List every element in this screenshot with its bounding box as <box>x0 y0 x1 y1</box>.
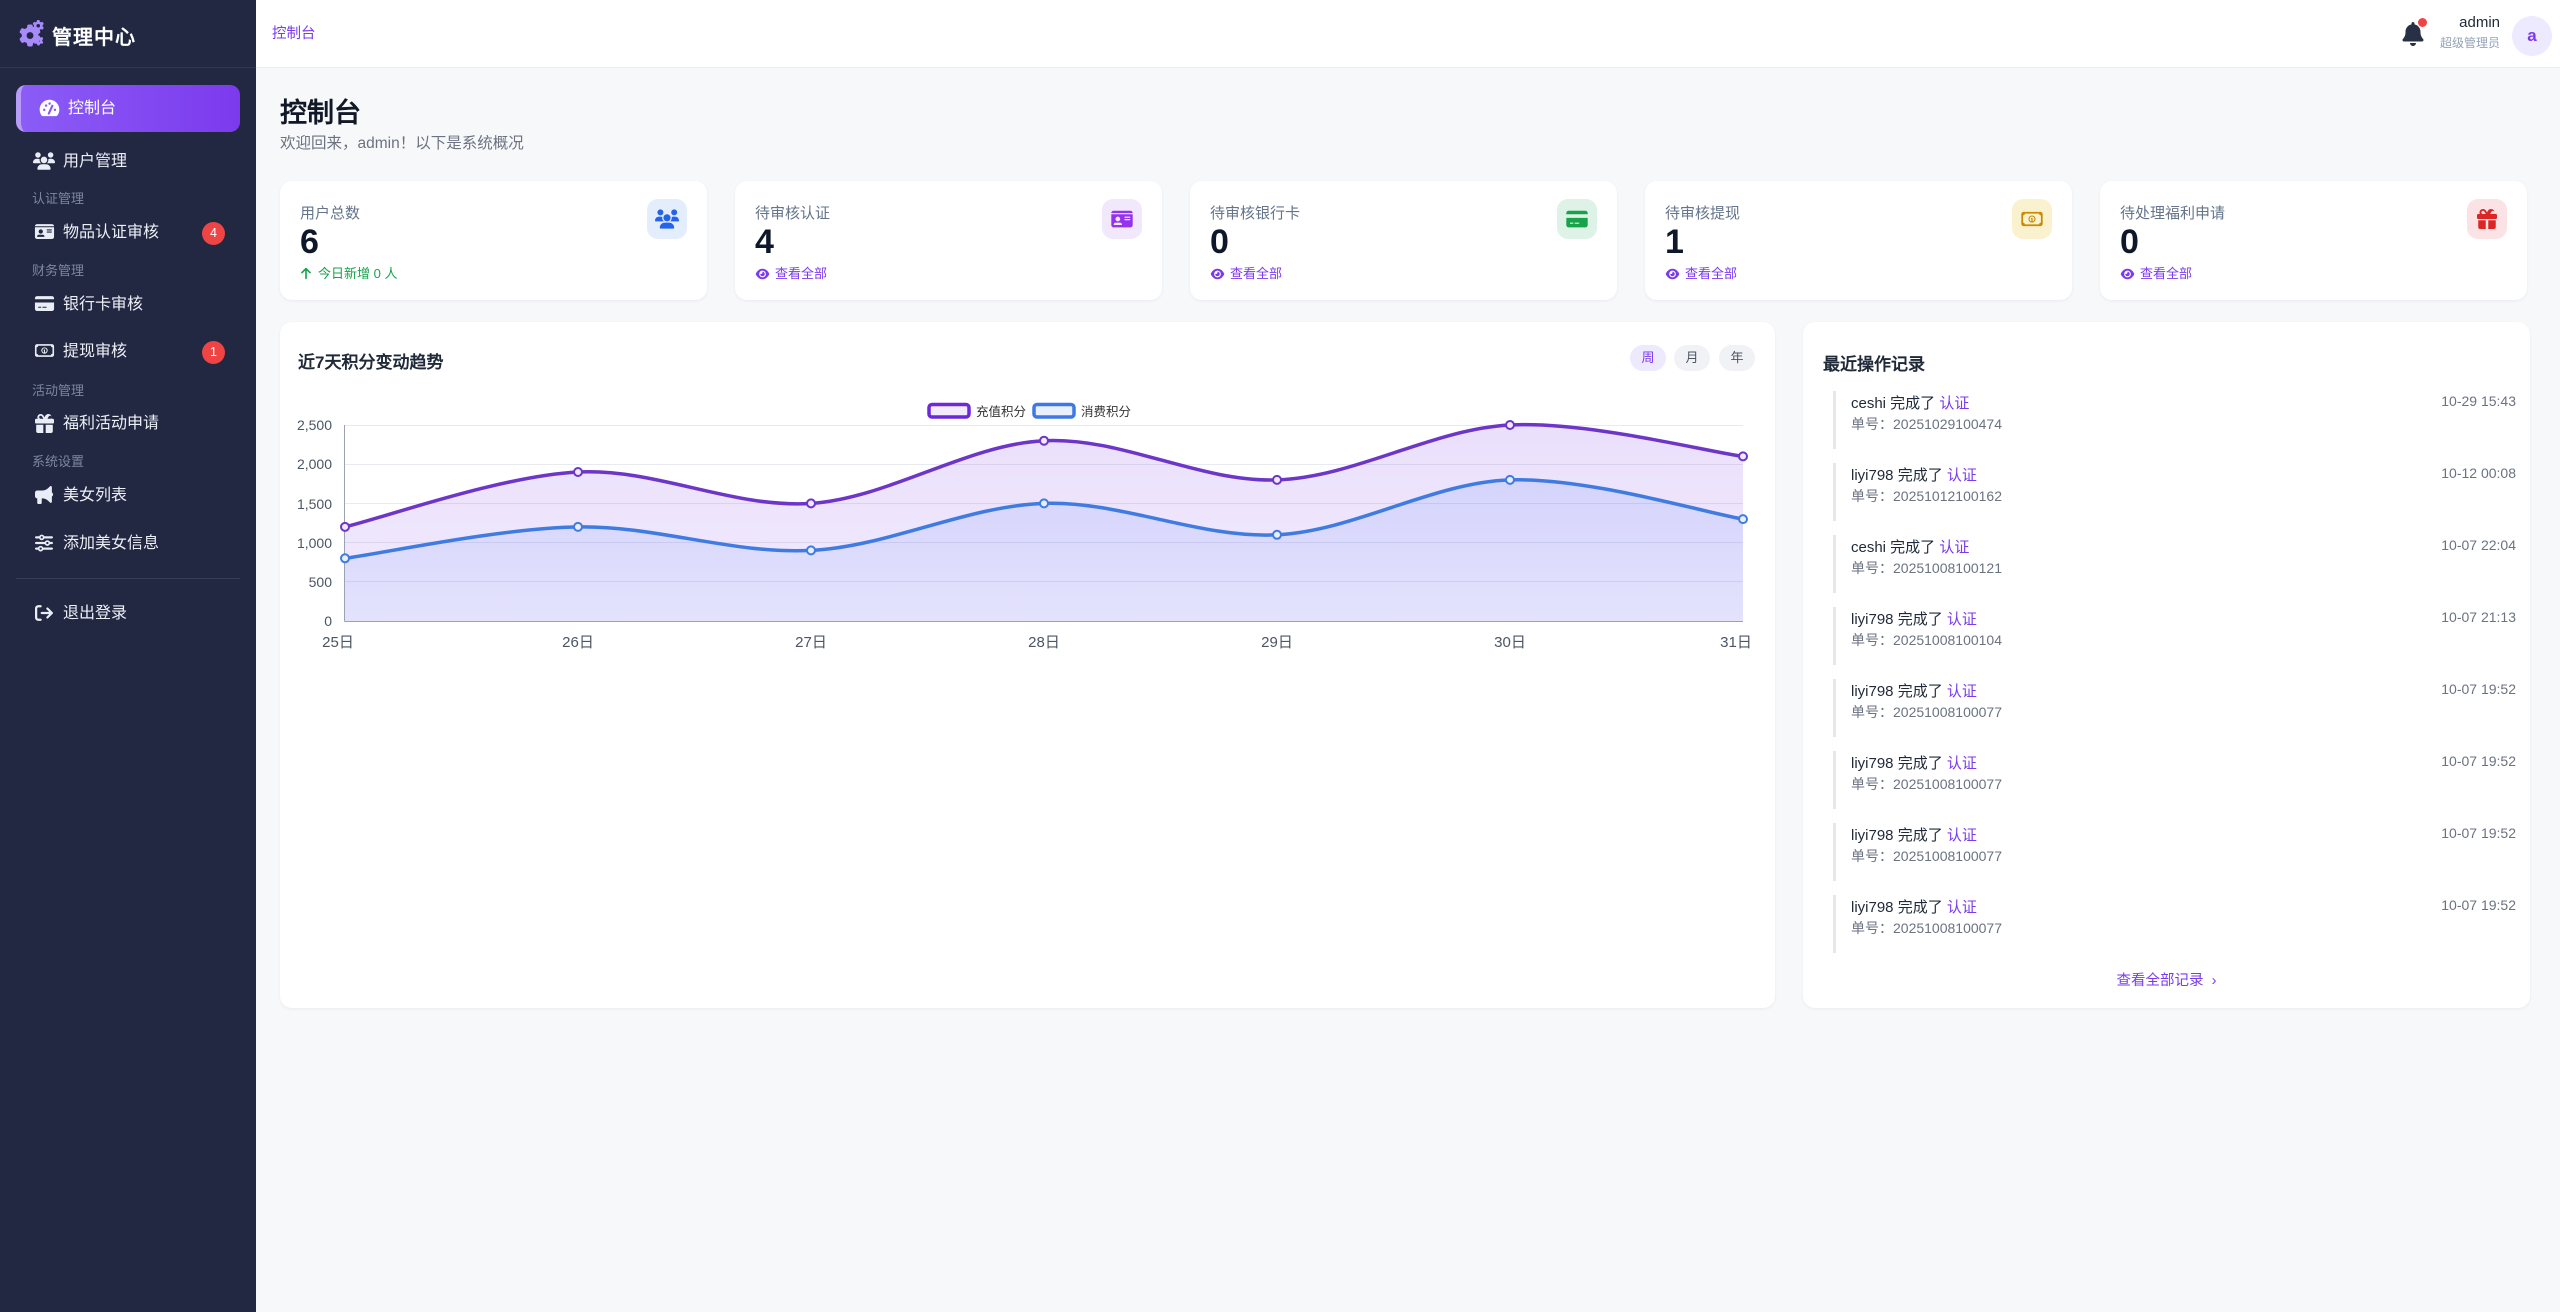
svg-text:28日: 28日 <box>1028 634 1060 651</box>
svg-text:26日: 26日 <box>562 634 594 651</box>
svg-text:1,000: 1,000 <box>297 535 332 551</box>
svg-text:31日: 31日 <box>1720 634 1752 651</box>
svg-text:充值积分: 充值积分 <box>976 404 1026 419</box>
svg-text:27日: 27日 <box>795 634 827 651</box>
svg-text:消费积分: 消费积分 <box>1081 405 1131 419</box>
svg-text:0: 0 <box>324 613 332 629</box>
svg-text:25日: 25日 <box>322 634 354 651</box>
svg-text:500: 500 <box>309 574 333 590</box>
svg-text:2,500: 2,500 <box>297 417 332 433</box>
svg-text:1,500: 1,500 <box>297 496 332 512</box>
svg-text:29日: 29日 <box>1261 634 1293 651</box>
svg-text:2,000: 2,000 <box>297 456 332 472</box>
svg-text:30日: 30日 <box>1494 634 1526 651</box>
